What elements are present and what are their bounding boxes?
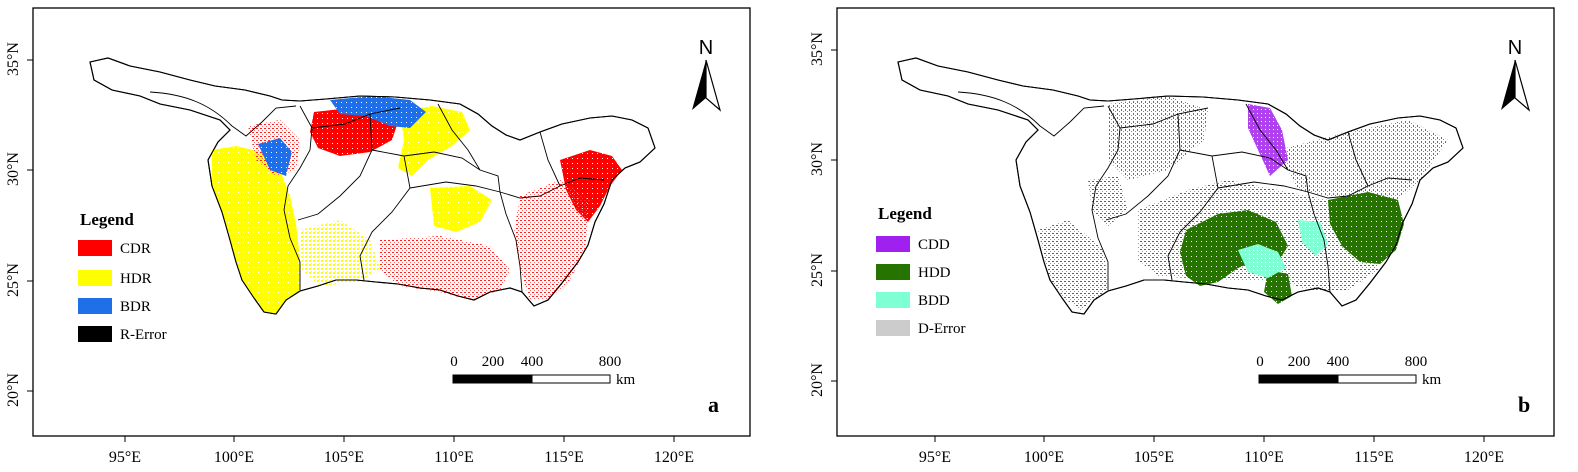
lon-axis-b: 95°E 100°E 105°E 110°E 115°E 120°E [919, 436, 1504, 466]
north-arrow-b: N [1501, 37, 1531, 112]
lon-tick-115: 115°E [1354, 449, 1394, 466]
basin-map-b [897, 57, 1464, 315]
hdd-region-south-tip [1264, 270, 1292, 304]
hdr-region-east [430, 186, 492, 232]
panel-b: 95°E 100°E 105°E 110°E 115°E 120°E N Leg… [831, 7, 1555, 466]
legend-label-bdd: BDD [918, 293, 950, 309]
hdr-region-west [212, 146, 300, 314]
legend-swatch-hdd [876, 264, 910, 280]
legend-label-hdr: HDR [120, 271, 152, 287]
scale-unit: km [1422, 372, 1442, 388]
lon-tick-95: 95°E [109, 449, 141, 466]
lon-tick-115: 115°E [544, 449, 584, 466]
hdd-region-south [1180, 210, 1288, 286]
legend-label-cdd: CDD [918, 237, 950, 253]
lon-axis-a: 95°E 100°E 105°E 110°E 115°E 120°E [109, 436, 694, 466]
lon-tick-110: 110°E [1244, 449, 1284, 466]
hdd-speckle-east [1278, 120, 1448, 200]
legend-a: Legend CDR HDR BDR R-Error [78, 210, 167, 343]
scale-unit: km [616, 372, 636, 388]
legend-label-hdd: HDD [918, 265, 951, 281]
lat-tick-25: 25°N [809, 253, 826, 287]
scale-label-800: 800 [1405, 354, 1428, 370]
lon-tick-100: 100°E [1024, 449, 1064, 466]
legend-swatch-d-error [876, 320, 910, 336]
bdr-region-west [258, 138, 292, 176]
basin-map-a [89, 57, 656, 315]
north-label: N [699, 37, 713, 59]
scale-bar-a: 0 200 400 800 km [450, 354, 635, 388]
legend-label-bdr: BDR [120, 299, 151, 315]
legend-swatch-r-error [78, 326, 112, 342]
legend-title: Legend [80, 210, 134, 229]
scale-label-200: 200 [482, 354, 505, 370]
scale-label-200: 200 [1288, 354, 1311, 370]
lon-tick-120: 120°E [654, 449, 694, 466]
lat-tick-35: 35°N [5, 42, 22, 76]
lon-tick-105: 105°E [1134, 449, 1174, 466]
legend-label-d-error: D-Error [918, 321, 965, 337]
lat-tick-35: 35°N [809, 32, 826, 66]
hdd-speckle-north [1108, 96, 1208, 180]
legend-label-r-error: R-Error [120, 327, 167, 343]
lat-tick-20: 20°N [5, 373, 22, 407]
hdr-region-south [300, 220, 380, 286]
hdr-region-central [398, 106, 470, 176]
lon-tick-100: 100°E [214, 449, 254, 466]
lon-tick-110: 110°E [434, 449, 474, 466]
lat-axis-a [27, 59, 33, 392]
hdd-region-east [1328, 192, 1404, 264]
lon-tick-120: 120°E [1464, 449, 1504, 466]
legend-swatch-hdr [78, 270, 112, 286]
legend-swatch-bdd [876, 292, 910, 308]
scale-label-800: 800 [599, 354, 622, 370]
legend-swatch-bdr [78, 298, 112, 314]
bdd-region-east [1298, 220, 1328, 256]
legend-swatch-cdd [876, 236, 910, 252]
bdd-region [1238, 244, 1286, 278]
panel-a: 95°E 100°E 105°E 110°E 115°E 120°E N Leg… [27, 7, 751, 466]
legend-b: Legend CDD HDD BDD D-Error [876, 204, 965, 337]
north-label: N [1508, 37, 1522, 59]
legend-swatch-cdr [78, 240, 112, 256]
cdd-speckle-west [1038, 220, 1108, 310]
north-arrow-a: N [692, 37, 722, 112]
legend-label-cdr: CDR [120, 241, 151, 257]
scale-label-0: 0 [1256, 354, 1264, 370]
lon-tick-95: 95°E [919, 449, 951, 466]
lat-tick-20: 20°N [809, 363, 826, 397]
scale-label-400: 400 [521, 354, 544, 370]
cdr-speckle-east [514, 180, 590, 300]
scale-label-400: 400 [1327, 354, 1350, 370]
lon-tick-105: 105°E [324, 449, 364, 466]
scale-label-0: 0 [450, 354, 458, 370]
panel-letter-b: b [1518, 392, 1530, 417]
cdd-region-west [1088, 176, 1128, 226]
panel-letter-a: a [708, 392, 719, 417]
lat-axis-b [831, 49, 837, 382]
cdr-speckle-south [380, 236, 510, 300]
lat-tick-25: 25°N [5, 263, 22, 297]
scale-bar-b: 0 200 400 800 km [1256, 354, 1441, 388]
legend-title: Legend [878, 204, 932, 223]
lat-tick-30: 30°N [5, 152, 22, 186]
lat-tick-30: 30°N [809, 142, 826, 176]
